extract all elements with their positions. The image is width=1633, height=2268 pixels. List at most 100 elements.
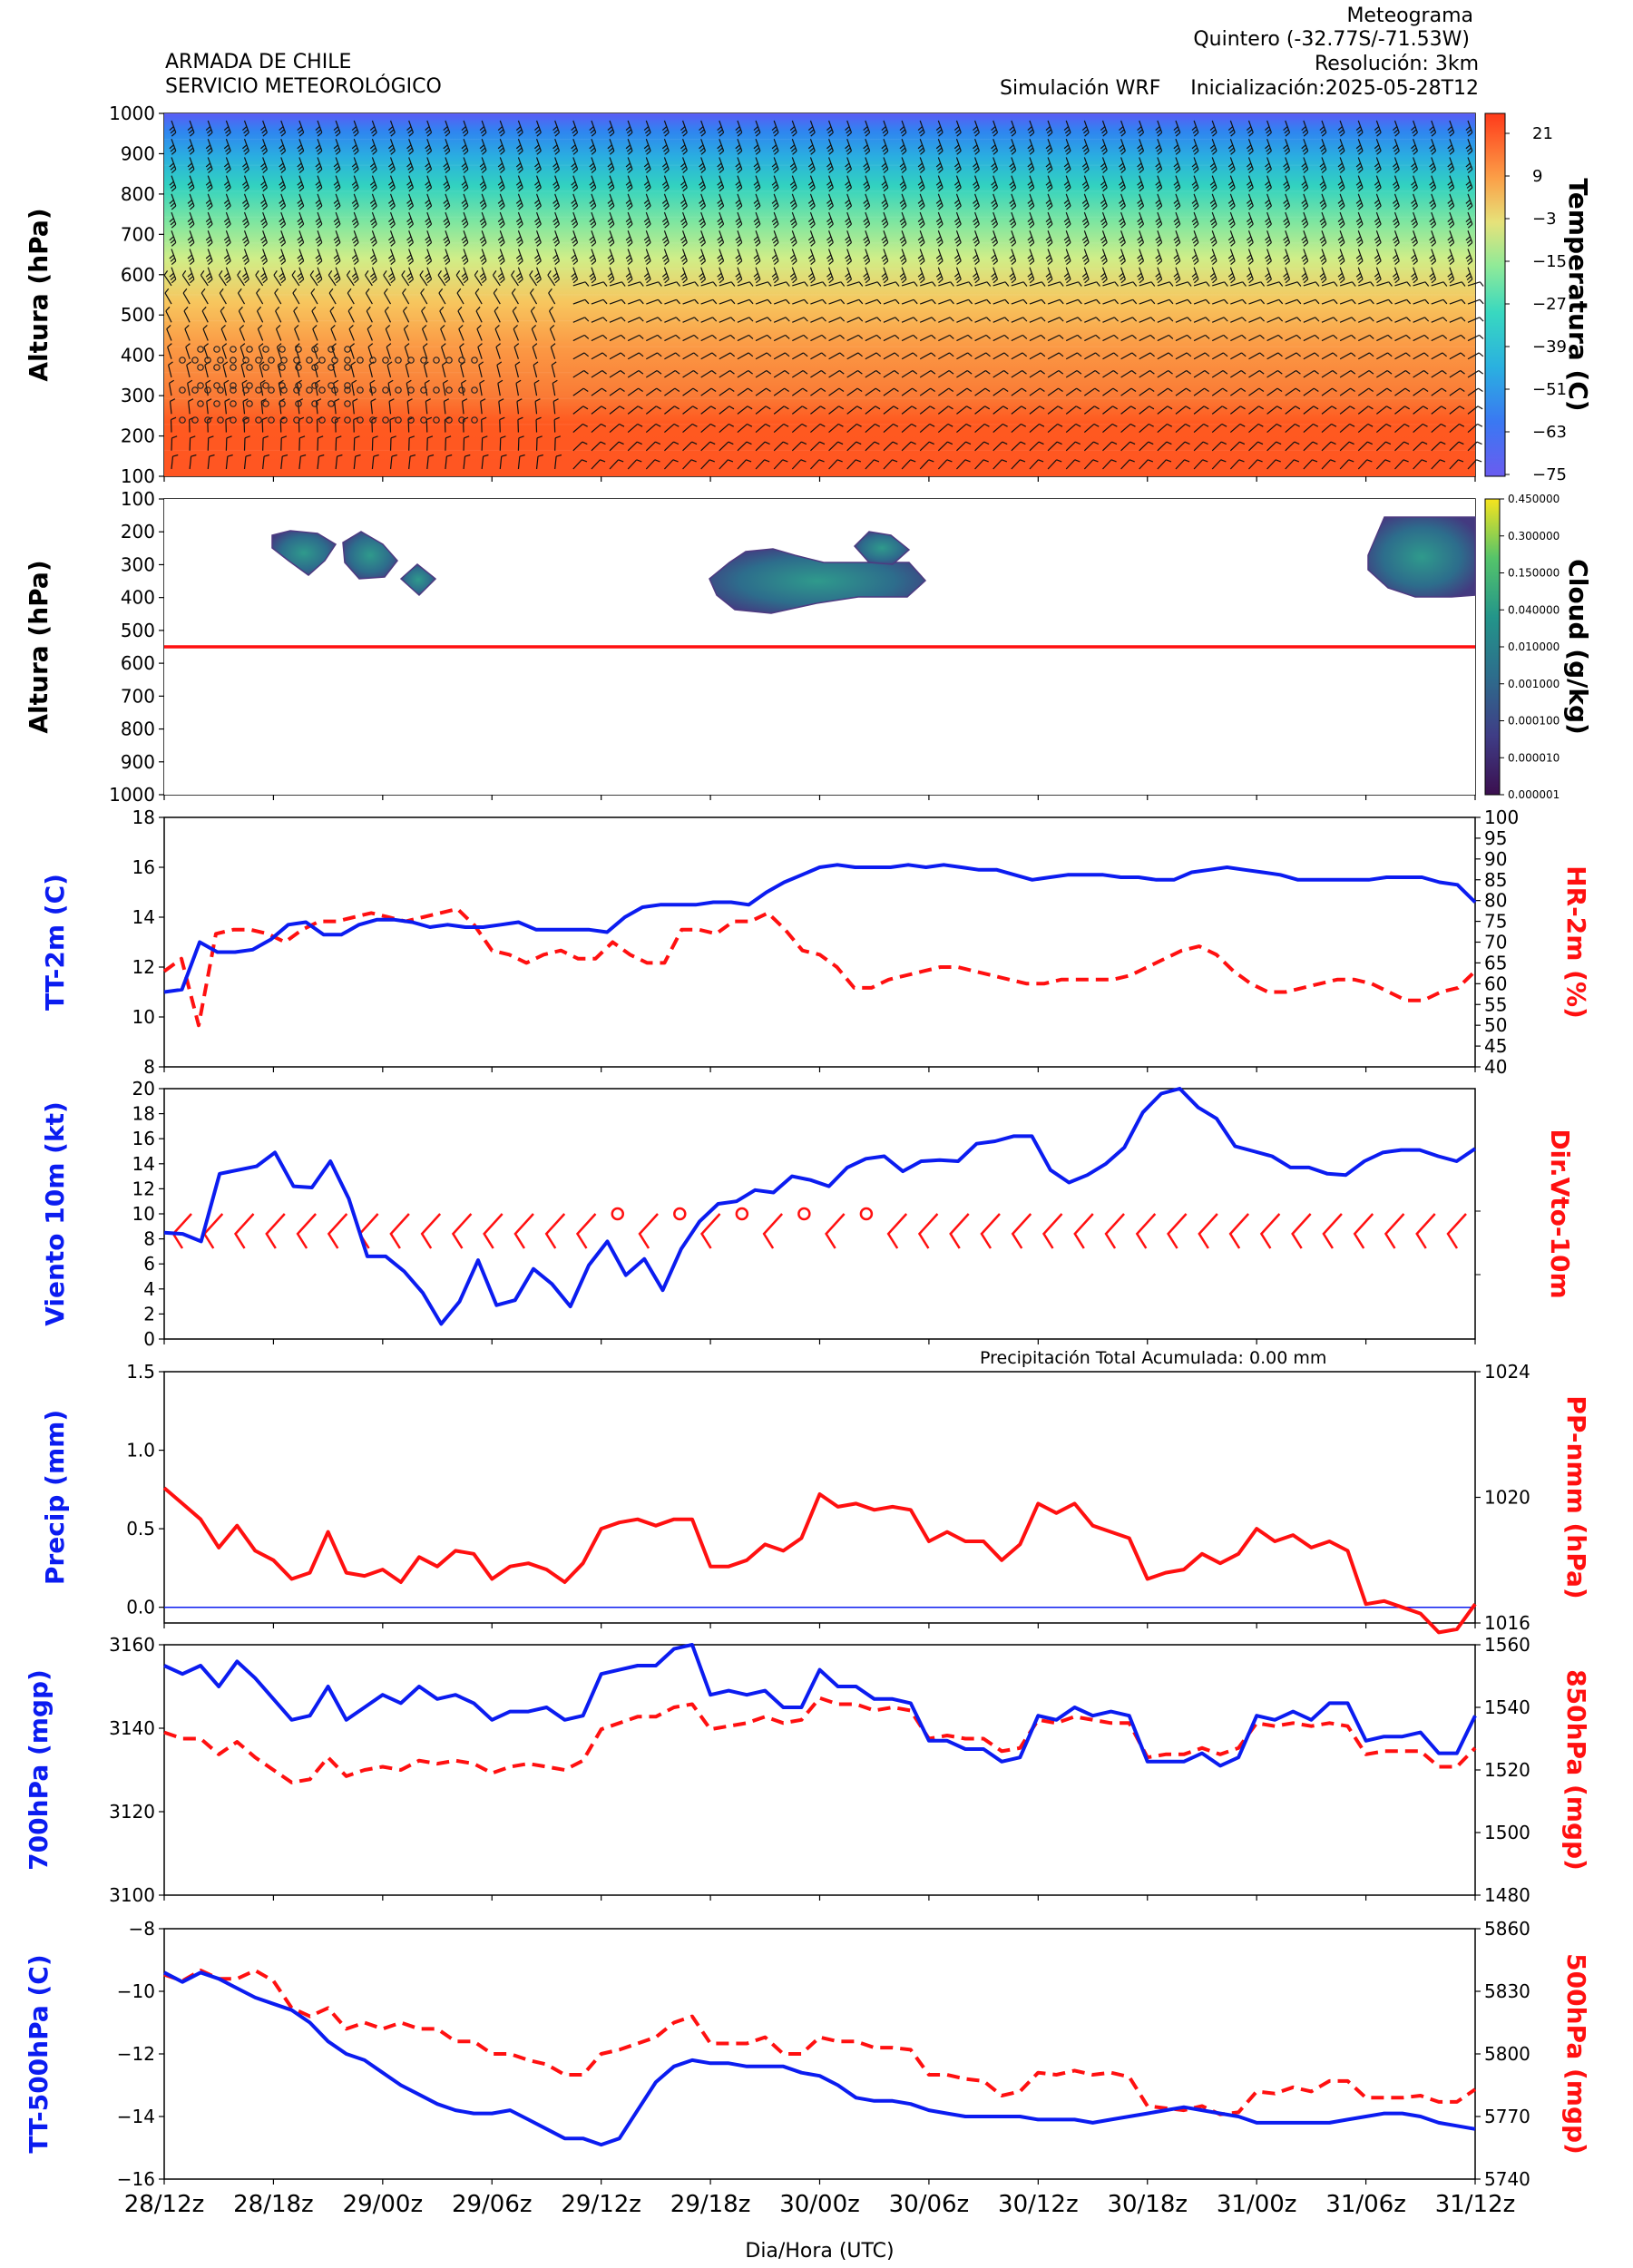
wind-barb [609,298,622,305]
wind-barb-flag [730,281,736,287]
wind-barb-flag [1319,126,1325,131]
wind-barb [828,298,841,305]
wind-barb-flag [900,184,906,189]
wind-barb-flag [935,236,942,241]
wind-barb-flag [351,254,357,259]
wind-barb [1175,298,1188,305]
wind-barb-flag [336,187,341,192]
wind-barb-flag [917,126,923,131]
wind-barb-flag [255,270,259,276]
wind-barb-flag [973,184,979,189]
wind-barb-flag [1392,199,1398,204]
wind-barb-flag [966,370,973,375]
wind-barb-flag [772,220,778,226]
wind-barb-flag [1319,181,1325,186]
wind-barb-flag [1320,129,1325,134]
wind-barb-flag [237,270,241,276]
wind-barb [554,175,561,188]
wind-barb-flag [298,279,305,284]
wind-barb-flag [1045,272,1051,278]
wind-barb-flag [424,361,429,366]
wind-barb-flag [206,398,212,402]
wind-barb-flag [171,435,178,439]
geopotential-850-line [163,1696,1477,1784]
wind-barb [883,317,896,323]
wind-barb-flag [226,169,231,173]
wind-direction-barb [1415,1213,1436,1249]
wind-barb-flag [863,254,868,259]
wind-barb-flag [241,379,248,384]
wind-barb-flag [243,147,249,152]
wind-barb-flag [1064,257,1071,262]
wind-barb [901,193,907,207]
wind-barb [974,406,985,415]
wind-barb-flag [1230,187,1236,192]
wind-barb-flag [865,169,871,173]
wind-barb-flag [1003,334,1010,339]
x-tick-label: 29/06z [452,2191,533,2218]
wind-barb-flag [354,187,359,192]
wind-barb [755,406,767,415]
wind-barb [1029,334,1041,342]
wind-barb-flag [553,184,559,189]
wind-barb-flag [589,218,594,223]
wind-barb-flag [1449,223,1455,229]
wind-barb-flag [1374,181,1380,186]
wind-barb-flag [500,279,505,284]
wind-barb-flag [846,132,852,137]
wind-barb-flag [949,334,954,339]
wind-barb-flag [1266,187,1272,192]
wind-barb-flag [1119,254,1124,259]
wind-barb-flag [317,205,323,210]
wind-barb [389,139,396,152]
wind-barb [865,317,877,323]
wind-barb-flag [1224,281,1228,287]
wind-barb-flag [820,406,826,410]
wind-barb [682,298,695,305]
wind-barb-flag [388,236,394,241]
wind-barb [1120,406,1131,415]
wind-barb-flag [1004,317,1010,322]
wind-barb [441,365,446,378]
wind-barb-flag [1423,352,1429,357]
wind-barb-flag [1467,241,1473,247]
wind-barb-flag [699,202,705,208]
wind-barb-flag [918,239,924,244]
wind-barb-flag [208,223,213,229]
y-tick-label: 18 [132,1103,155,1125]
wind-barb-flag [1081,181,1088,186]
wind-barb [700,317,713,323]
wind-barb-flag [1442,334,1448,339]
wind-barb-flag [170,276,175,280]
wind-barb-flag [1157,241,1163,247]
wind-barb-flag [1221,406,1227,410]
wind-barb-flag [572,241,578,247]
wind-barb-flag [755,241,761,247]
wind-barb-flag [209,454,215,457]
wind-barb-flag [1260,281,1266,287]
wind-barb-flag [1047,169,1053,173]
wind-barb-flag [515,218,522,223]
wind-barb-flag [244,150,249,155]
wind-barb-flag [661,218,668,223]
wind-barb-flag [318,454,325,457]
wind-barb [591,334,603,342]
wind-barb-flag [497,218,504,223]
wind-barb-flag [262,435,269,439]
wind-barb-flag [691,441,698,445]
wind-barb-flag [1320,165,1325,171]
wind-barb [204,365,209,378]
wind-barb-flag [626,147,632,152]
wind-barb-flag [863,144,868,150]
wind-barb-flag [699,220,705,226]
wind-barb-flag [628,223,633,229]
wind-barb-flag [609,187,615,192]
wind-barb-flag [279,276,285,280]
wind-barb [1139,317,1151,323]
wind-barb [883,352,895,360]
wind-barb-flag [864,184,869,189]
tt500-gph500-panel: −16−14−12−10−857405770580058305860TT-500… [24,1918,1591,2263]
wind-barb-flag [534,144,540,150]
wind-barb-flag [918,202,924,208]
